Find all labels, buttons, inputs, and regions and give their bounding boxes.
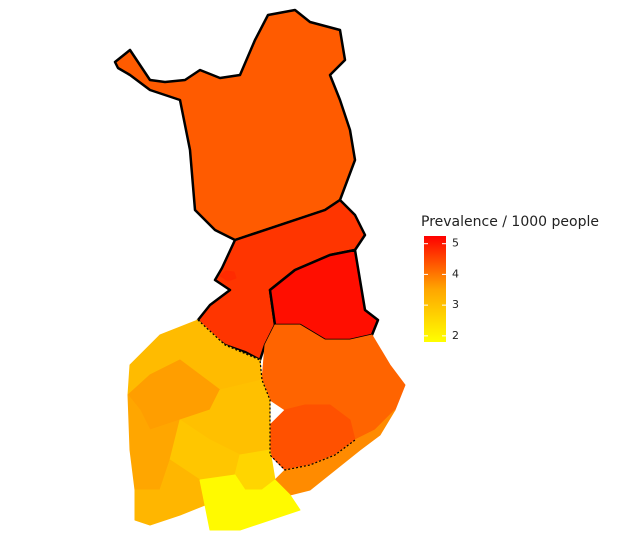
region	[274, 409, 396, 496]
region	[199, 474, 301, 531]
legend: 2 3 4 5	[424, 236, 459, 342]
colorbar	[424, 236, 446, 342]
tick-label: 3	[452, 298, 459, 311]
region	[113, 8, 357, 242]
tick-label: 2	[452, 329, 459, 342]
region	[219, 270, 237, 282]
map	[113, 8, 406, 531]
tick-label: 4	[452, 267, 459, 280]
tick-label: 5	[452, 237, 459, 250]
legend-title: Prevalence / 1000 people	[421, 214, 599, 230]
